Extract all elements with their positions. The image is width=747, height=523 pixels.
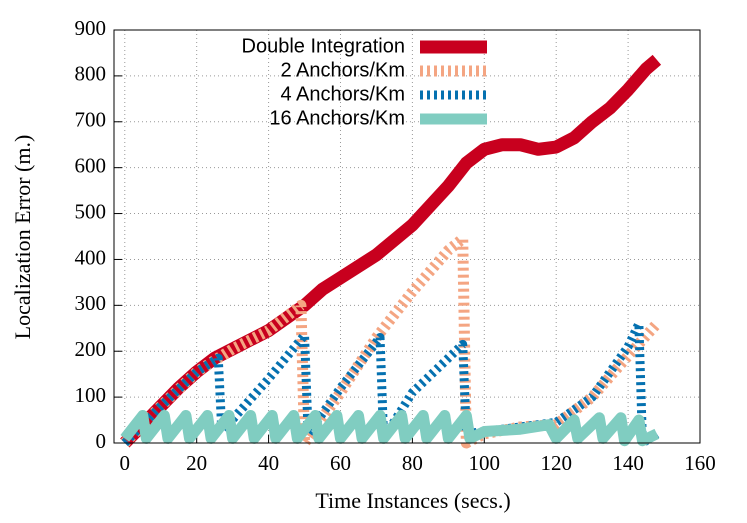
y-tick-label: 300 [75, 291, 107, 315]
legend-label: 2 Anchors/Km [280, 59, 405, 81]
legend-label: 4 Anchors/Km [280, 83, 405, 105]
x-tick-label: 120 [540, 451, 572, 475]
y-tick-label: 800 [75, 62, 107, 86]
x-tick-label: 0 [120, 451, 131, 475]
y-tick-label: 200 [75, 337, 107, 361]
x-tick-label: 60 [330, 451, 351, 475]
y-tick-label: 500 [75, 199, 107, 223]
legend-label: Double Integration [242, 35, 405, 57]
x-tick-label: 160 [684, 451, 716, 475]
y-tick-label: 400 [75, 245, 107, 269]
y-axis-label: Localization Error (m.) [10, 135, 35, 340]
x-axis-label: Time Instances (secs.) [315, 488, 510, 513]
data-line [120, 409, 660, 447]
y-tick-label: 900 [75, 16, 107, 40]
x-tick-label: 140 [612, 451, 644, 475]
x-tick-label: 80 [402, 451, 423, 475]
x-tick-label: 20 [186, 451, 207, 475]
plot-frame [113, 29, 701, 444]
x-tick-label: 40 [258, 451, 279, 475]
y-tick-label: 700 [75, 108, 107, 132]
legend-label: 16 Anchors/Km [269, 107, 405, 129]
y-tick-label: 0 [96, 429, 107, 453]
x-tick-label: 100 [469, 451, 501, 475]
data-line [120, 233, 661, 449]
y-tick-label: 100 [75, 383, 107, 407]
y-tick-label: 600 [75, 153, 107, 177]
data-line [120, 54, 662, 448]
